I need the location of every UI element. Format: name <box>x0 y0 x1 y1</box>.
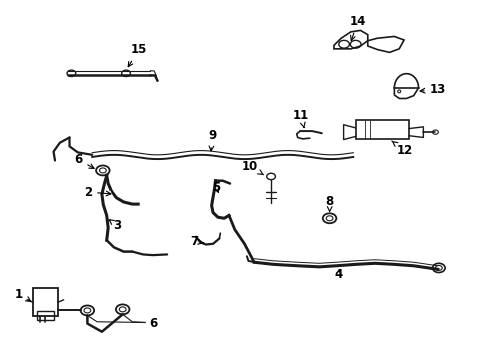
Text: 6: 6 <box>148 317 157 330</box>
Text: 6: 6 <box>74 153 94 168</box>
Text: 1: 1 <box>15 288 31 301</box>
Text: 15: 15 <box>128 43 147 67</box>
Bar <box>33 288 58 316</box>
Text: 12: 12 <box>391 141 412 157</box>
Text: 3: 3 <box>109 219 121 232</box>
Text: 11: 11 <box>292 109 308 128</box>
Text: 5: 5 <box>211 181 220 194</box>
Text: 8: 8 <box>325 195 333 211</box>
Text: 4: 4 <box>334 268 342 281</box>
Text: 7: 7 <box>190 234 203 248</box>
Text: 9: 9 <box>208 129 216 151</box>
Text: 10: 10 <box>242 160 263 175</box>
Bar <box>37 311 54 320</box>
Bar <box>355 120 408 139</box>
Text: 13: 13 <box>419 83 445 96</box>
Text: 14: 14 <box>349 15 366 40</box>
Text: 2: 2 <box>84 186 111 199</box>
